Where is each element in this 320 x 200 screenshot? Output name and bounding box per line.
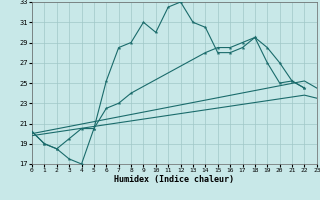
X-axis label: Humidex (Indice chaleur): Humidex (Indice chaleur)	[115, 175, 234, 184]
